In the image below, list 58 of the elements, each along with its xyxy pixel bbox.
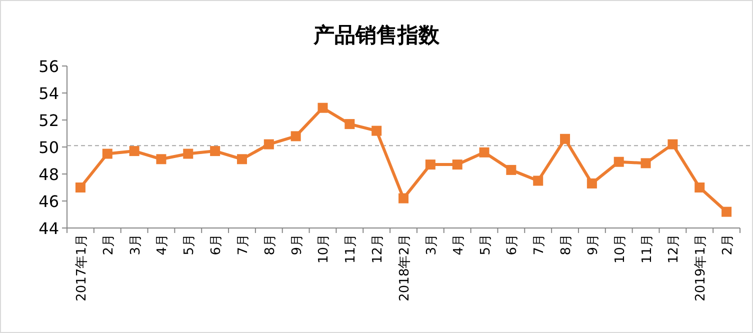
x-tick-label: 2019年1月 — [694, 234, 709, 302]
point — [129, 146, 140, 156]
point — [560, 134, 570, 144]
x-tick-label: 5月 — [182, 234, 198, 256]
y-tick-label: 52 — [38, 111, 59, 130]
x-tick-label: 3月 — [424, 234, 440, 256]
y-tick-label: 54 — [38, 84, 59, 103]
x-tick-label: 7月 — [236, 234, 251, 256]
y-tick-label: 44 — [38, 219, 59, 238]
x-tick-label: 3月 — [128, 234, 144, 256]
point — [75, 182, 86, 192]
x-tick-label: 12月 — [370, 234, 386, 264]
point — [479, 147, 490, 158]
point — [640, 158, 651, 168]
point — [398, 193, 408, 204]
point — [156, 154, 166, 164]
point — [344, 119, 355, 130]
point — [183, 148, 194, 159]
point — [372, 126, 382, 136]
x-tick-label: 8月 — [262, 234, 278, 256]
x-tick-label: 12月 — [666, 234, 682, 264]
x-tick-label: 10月 — [316, 234, 332, 264]
y-tick-label: 48 — [38, 165, 59, 184]
point — [452, 160, 462, 170]
x-tick-label: 9月 — [290, 234, 305, 256]
point — [614, 156, 624, 167]
point — [425, 160, 436, 170]
y-tick-label: 46 — [38, 192, 59, 211]
point — [290, 131, 301, 142]
point — [586, 178, 597, 188]
x-tick-label: 2018年2月 — [398, 234, 412, 302]
x-tick-label: 10月 — [612, 234, 628, 264]
x-tick-label: 4月 — [155, 234, 170, 256]
point — [102, 148, 112, 159]
x-tick-label: 11月 — [344, 234, 359, 264]
x-tick-label: 5月 — [478, 234, 494, 256]
y-tick-label: 50 — [38, 138, 59, 157]
x-tick-label: 2月 — [720, 234, 736, 256]
x-tick-label: 2017年1月 — [74, 234, 90, 302]
point — [236, 154, 247, 164]
x-tick-label: 9月 — [586, 234, 601, 256]
x-tick-label: 2月 — [101, 234, 116, 256]
x-tick-label: 6月 — [209, 234, 224, 256]
point — [506, 164, 516, 175]
x-tick-label: 4月 — [451, 234, 466, 256]
point — [210, 146, 220, 156]
x-tick-label: 7月 — [532, 234, 548, 256]
x-tick-label: 11月 — [640, 234, 655, 264]
point — [264, 139, 274, 150]
chart-title: 产品销售指数 — [312, 23, 440, 47]
point — [318, 102, 328, 113]
point — [668, 139, 678, 150]
point — [533, 176, 544, 186]
x-tick-label: 6月 — [505, 234, 520, 256]
x-tick-label: 8月 — [559, 234, 574, 256]
point — [694, 182, 705, 192]
y-tick-label: 56 — [38, 57, 59, 76]
point — [722, 206, 732, 217]
